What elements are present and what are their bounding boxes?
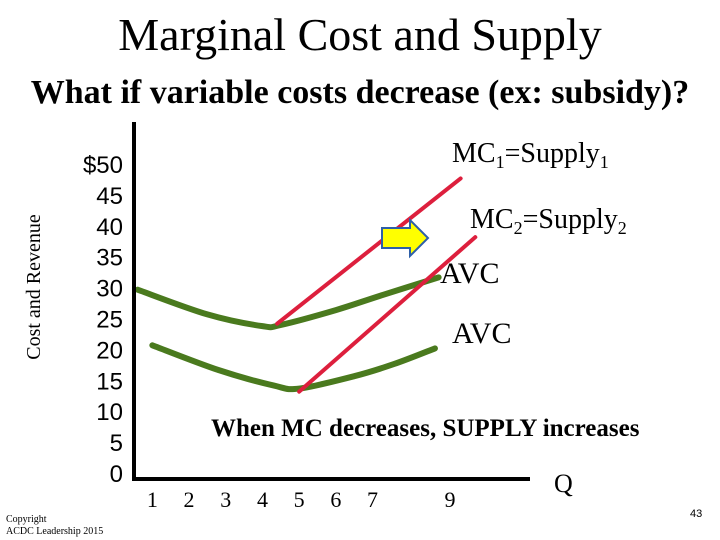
avc1-label: AVC	[440, 257, 499, 290]
x-tick-label: 2	[184, 487, 195, 512]
avc-curve-2	[134, 274, 442, 331]
x-tick-label: 1	[147, 487, 158, 512]
y-tick-label: 25	[96, 307, 123, 334]
y-tick-label: 0	[110, 461, 123, 488]
x-tick-label: 6	[330, 487, 341, 512]
copyright-notice: Copyright ACDC Leadership 2015	[6, 514, 103, 538]
slide-title: Marginal Cost and Supply	[118, 9, 602, 60]
x-tick-label: 4	[257, 487, 268, 512]
curve-labels: MC1=Supply1 MC2=Supply2 AVC AVC When MC …	[211, 138, 640, 442]
y-tick-labels: $50 45 40 35 30 25 20 15 10 5 0	[83, 152, 123, 488]
x-axis-label: Q	[554, 469, 573, 498]
avc2-label: AVC	[452, 317, 511, 350]
y-axis-label: Cost and Revenue	[23, 214, 45, 360]
mc2-label: MC2=Supply2	[470, 204, 627, 238]
mc-line-0	[275, 176, 463, 326]
slide-subtitle: What if variable costs decrease (ex: sub…	[30, 74, 690, 111]
y-tick-label: 30	[96, 276, 123, 303]
y-tick-label: $50	[83, 152, 123, 179]
x-tick-label: 7	[367, 487, 378, 512]
curves	[134, 176, 478, 394]
x-tick-label: 9	[444, 487, 455, 512]
right-arrow-icon	[381, 217, 430, 259]
copyright-line: ACDC Leadership 2015	[6, 526, 104, 537]
x-tick-label: 3	[220, 487, 231, 512]
mc1-label: MC1=Supply1	[452, 138, 609, 172]
y-axis-label-group: Cost and Revenue	[23, 214, 45, 360]
slide-number: 43	[690, 508, 703, 520]
copyright-line: Copyright	[6, 514, 47, 525]
mc-line-1	[297, 235, 478, 394]
y-tick-label: 5	[110, 430, 123, 457]
x-tick-label: 5	[294, 487, 305, 512]
y-tick-label: 45	[96, 183, 123, 210]
y-tick-label: 35	[96, 245, 123, 272]
y-tick-label: 15	[96, 368, 123, 395]
chart-annotation: When MC decreases, SUPPLY increases	[211, 415, 640, 442]
y-tick-label: 10	[96, 399, 123, 426]
y-tick-label: 20	[96, 337, 123, 364]
avc-curve-3	[149, 342, 438, 393]
y-tick-label: 40	[96, 214, 123, 241]
